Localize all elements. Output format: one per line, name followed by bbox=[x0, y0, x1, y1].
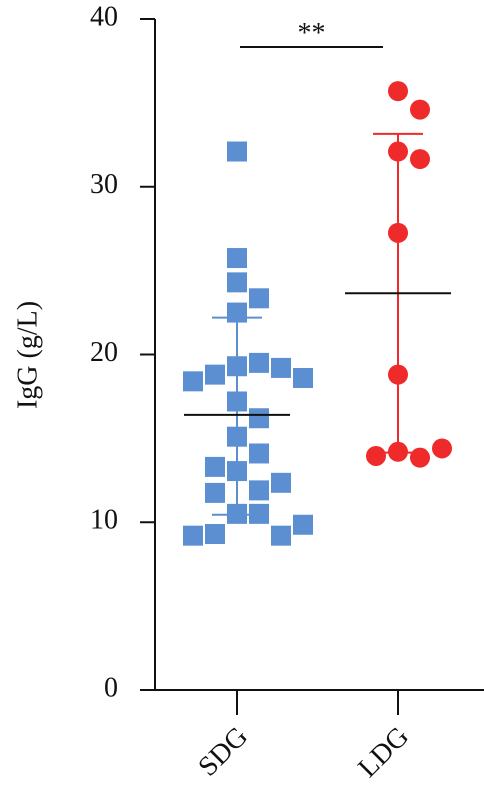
x-tick-label: LDG bbox=[352, 721, 415, 784]
data-point bbox=[249, 288, 269, 309]
data-point bbox=[227, 248, 247, 269]
data-point bbox=[249, 443, 269, 464]
x-tick-label: SDG bbox=[192, 721, 254, 783]
data-point bbox=[388, 81, 408, 102]
data-point bbox=[271, 525, 291, 546]
data-point bbox=[205, 523, 225, 544]
data-point bbox=[227, 272, 247, 293]
data-point bbox=[183, 525, 203, 546]
data-point bbox=[410, 99, 430, 120]
data-point bbox=[410, 149, 430, 170]
y-axis-title: IgG (g/L) bbox=[12, 301, 43, 409]
data-point bbox=[271, 472, 291, 493]
data-point bbox=[271, 357, 291, 378]
significance-label: ** bbox=[298, 18, 326, 49]
data-point bbox=[227, 141, 247, 162]
data-point bbox=[249, 352, 269, 373]
data-point bbox=[249, 408, 269, 429]
y-tick-label: 30 bbox=[90, 169, 118, 200]
data-point bbox=[366, 445, 386, 466]
data-point bbox=[293, 367, 313, 388]
data-point bbox=[205, 364, 225, 385]
data-point bbox=[205, 482, 225, 503]
data-point bbox=[249, 480, 269, 501]
data-point bbox=[293, 514, 313, 535]
y-tick-label: 10 bbox=[90, 505, 118, 536]
y-tick-label: 40 bbox=[90, 1, 118, 32]
y-tick-label: 0 bbox=[104, 672, 118, 703]
data-point bbox=[183, 371, 203, 392]
data-point bbox=[205, 456, 225, 477]
y-tick-label: 20 bbox=[90, 337, 118, 368]
data-point bbox=[432, 438, 452, 459]
data-point bbox=[410, 447, 430, 468]
